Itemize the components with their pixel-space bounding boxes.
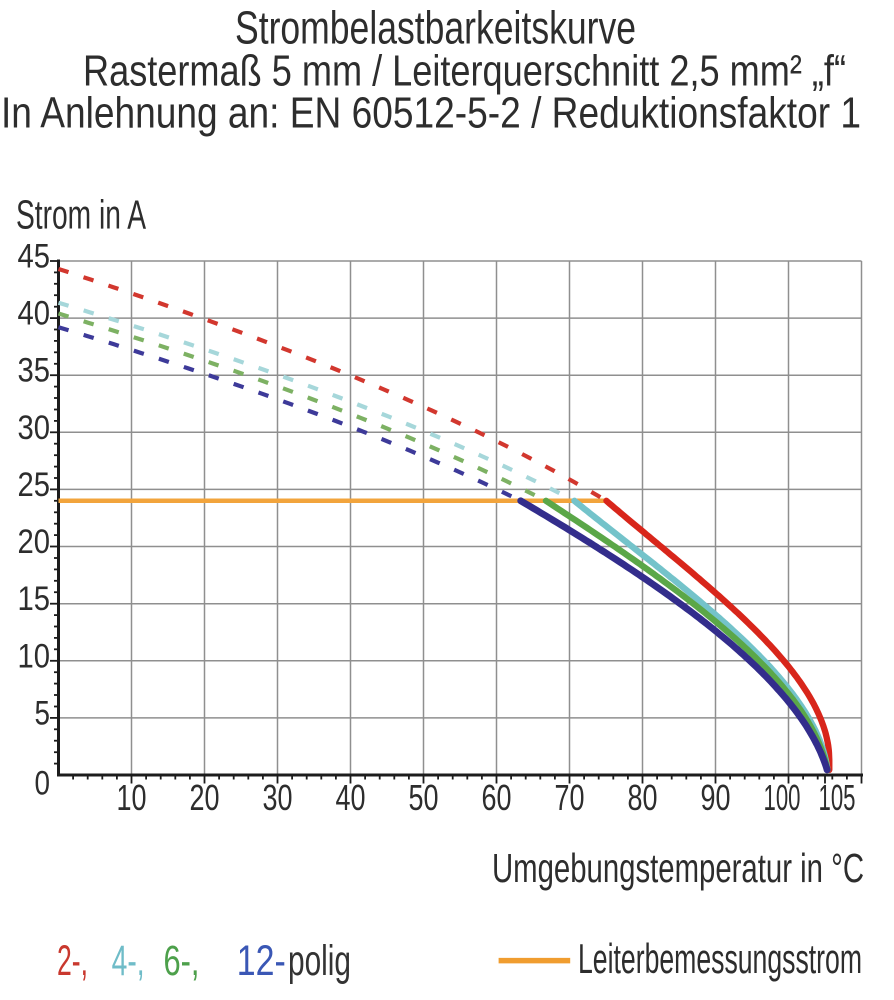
svg-text:Strom in A: Strom in A	[16, 192, 146, 238]
svg-text:12-: 12-	[237, 938, 286, 985]
svg-text:0: 0	[35, 765, 51, 803]
svg-text:5: 5	[35, 694, 51, 732]
svg-text:Strombelastbarkeitskurve: Strombelastbarkeitskurve	[235, 2, 636, 54]
svg-text:40: 40	[18, 295, 51, 333]
svg-text:35: 35	[18, 352, 51, 390]
svg-text:30: 30	[263, 777, 293, 818]
svg-text:10: 10	[117, 777, 147, 818]
svg-text:polig: polig	[288, 938, 351, 985]
svg-text:10: 10	[18, 637, 51, 675]
svg-text:30: 30	[18, 409, 51, 447]
svg-text:25: 25	[18, 466, 51, 504]
svg-text:In Anlehnung an: EN 60512-5-2: In Anlehnung an: EN 60512-5-2 / Reduktio…	[1, 88, 861, 137]
svg-text:6-,: 6-,	[164, 938, 200, 985]
svg-text:90: 90	[701, 777, 731, 818]
svg-text:Leiterbemessungsstrom: Leiterbemessungsstrom	[578, 935, 862, 982]
svg-text:20: 20	[18, 523, 51, 561]
svg-text:80: 80	[628, 777, 658, 818]
svg-text:70: 70	[555, 777, 585, 818]
svg-text:100: 100	[764, 777, 801, 818]
svg-text:40: 40	[336, 777, 366, 818]
svg-text:105: 105	[819, 777, 856, 818]
svg-text:60: 60	[482, 777, 512, 818]
svg-text:20: 20	[190, 777, 220, 818]
svg-text:50: 50	[409, 777, 439, 818]
svg-text:2-,: 2-,	[57, 938, 88, 985]
svg-text:45: 45	[18, 237, 51, 275]
svg-text:Rastermaß 5 mm / Leiterquersch: Rastermaß 5 mm / Leiterquerschnitt 2,5 m…	[83, 47, 846, 96]
svg-text:15: 15	[18, 580, 51, 618]
svg-text:4-,: 4-,	[112, 938, 145, 985]
svg-text:Umgebungstemperatur in °C: Umgebungstemperatur in °C	[492, 845, 864, 891]
